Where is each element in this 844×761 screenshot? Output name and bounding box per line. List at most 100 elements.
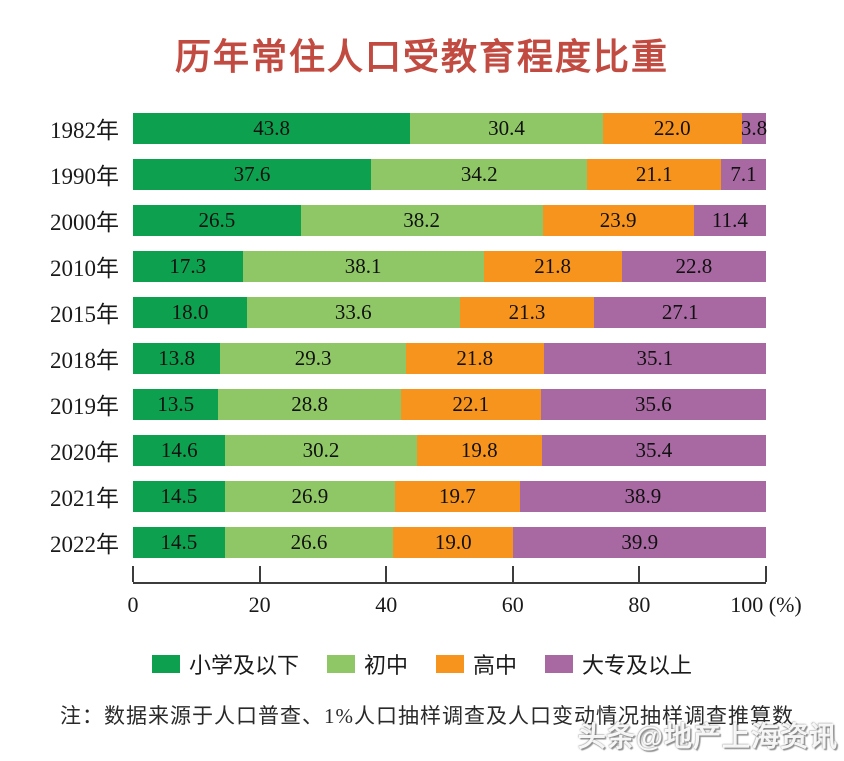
bar-segment-series-0: 17.3 — [133, 250, 243, 282]
segment-value: 23.9 — [599, 207, 637, 232]
stacked-bar: 14.5 26.6 19.0 39.9 — [133, 526, 766, 558]
year-label: 2019年 — [50, 394, 119, 419]
segment-value: 21.3 — [508, 299, 546, 324]
bar-row: 1982年 43.8 30.4 22.0 3.8 — [0, 105, 844, 151]
stacked-bar: 18.0 33.6 21.3 27.1 — [133, 296, 766, 328]
stacked-bar-chart: 1982年 43.8 30.4 22.0 3.8 1990年 37.6 34.2 21.1 7.1… — [0, 105, 844, 680]
bar-segment-series-2: 21.8 — [405, 342, 544, 374]
segment-value: 22.8 — [675, 253, 713, 278]
bar-row: 2010年 17.3 38.1 21.8 22.8 — [0, 243, 844, 289]
segment-value: 28.8 — [291, 391, 328, 416]
year-label: 2018年 — [50, 348, 119, 373]
year-label: 2010年 — [50, 256, 119, 281]
segment-value: 26.6 — [290, 529, 328, 554]
bar-segment-series-2: 22.1 — [400, 388, 541, 420]
segment-value: 38.1 — [344, 253, 382, 278]
segment-value: 35.1 — [636, 345, 674, 370]
segment-value: 19.7 — [439, 483, 476, 508]
bar-row: 2019年 13.5 28.8 22.1 35.6 — [0, 381, 844, 427]
axis-tick — [132, 566, 134, 582]
bar-segment-series-2: 23.9 — [542, 204, 694, 236]
bar-segment-series-2: 19.0 — [393, 526, 514, 558]
bar-segment-series-0: 26.5 — [133, 204, 301, 236]
bar-segment-series-3: 35.1 — [543, 342, 766, 374]
bar-segment-series-3: 35.6 — [540, 388, 766, 420]
axis-tick — [511, 566, 514, 582]
segment-value: 27.1 — [661, 299, 699, 324]
bar-segment-series-1: 26.6 — [224, 526, 394, 558]
segment-value: 18.0 — [171, 299, 209, 324]
segment-value: 14.5 — [160, 483, 198, 508]
bar-segment-series-1: 30.2 — [225, 434, 417, 466]
footnote: 注：数据来源于人口普查、1%人口抽样调查及人口变动情况抽样调查推算数 — [60, 704, 794, 728]
x-axis-labels: 0 20 40 60 80 100 (%) — [128, 584, 802, 618]
segment-value: 26.9 — [291, 483, 329, 508]
bar-segment-series-0: 14.5 — [133, 480, 225, 512]
axis-tick — [638, 566, 641, 582]
bar-segment-series-3: 39.9 — [513, 526, 766, 558]
bar-segment-series-3: 11.4 — [693, 204, 766, 236]
segment-value: 14.6 — [160, 437, 198, 462]
segment-value: 13.5 — [157, 391, 195, 416]
bar-segment-series-1: 30.4 — [410, 112, 603, 144]
legend-swatch-icon — [545, 655, 574, 673]
legend-label: 初中 — [363, 653, 408, 678]
axis-tick — [765, 566, 767, 582]
bar-segment-series-3: 22.8 — [621, 250, 766, 282]
bar-row: 2015年 18.0 33.6 21.3 27.1 — [0, 289, 844, 335]
bar-segment-series-0: 14.6 — [133, 434, 226, 466]
bar-segment-series-1: 38.1 — [242, 250, 484, 282]
segment-value: 38.2 — [403, 207, 440, 232]
legend-swatch-icon — [151, 655, 180, 673]
axis-tick-label: 60 — [501, 592, 524, 617]
bar-segment-series-2: 22.0 — [602, 112, 742, 144]
legend-item-0: 小学及以下 — [151, 648, 299, 680]
segment-value: 22.1 — [452, 391, 490, 416]
segment-value: 21.8 — [456, 345, 494, 370]
legend-label: 大专及以上 — [582, 653, 693, 678]
legend-item-3: 大专及以上 — [545, 648, 692, 680]
bar-segment-series-3: 35.4 — [541, 434, 766, 466]
year-label: 2022年 — [50, 532, 119, 557]
bar-segment-series-1: 29.3 — [220, 342, 406, 374]
x-axis — [132, 565, 767, 584]
bar-segment-series-0: 14.5 — [133, 526, 225, 558]
segment-value: 17.3 — [169, 253, 207, 278]
legend-item-1: 初中 — [326, 648, 408, 680]
year-label: 2000年 — [50, 210, 119, 235]
legend-item-2: 高中 — [436, 648, 517, 680]
bar-row: 2021年 14.5 26.9 19.7 38.9 — [0, 473, 844, 519]
segment-value: 13.8 — [158, 345, 196, 370]
year-label: 2021年 — [50, 486, 119, 511]
axis-tick-label: 100 (%) — [730, 592, 802, 617]
year-label: 1990年 — [50, 164, 119, 189]
bar-segment-series-3: 3.8 — [741, 112, 767, 144]
segment-value: 11.4 — [711, 207, 748, 232]
segment-value: 30.4 — [488, 115, 525, 140]
bar-segment-series-0: 43.8 — [133, 112, 411, 144]
segment-value: 39.9 — [621, 529, 659, 554]
bar-segment-series-0: 18.0 — [133, 296, 247, 328]
stacked-bar: 17.3 38.1 21.8 22.8 — [133, 250, 766, 282]
bar-segment-series-0: 13.5 — [133, 388, 219, 420]
year-label: 1982年 — [50, 118, 119, 143]
bar-row: 1990年 37.6 34.2 21.1 7.1 — [0, 151, 844, 197]
segment-value: 21.8 — [534, 253, 572, 278]
segment-value: 35.4 — [635, 437, 673, 462]
segment-value: 21.1 — [635, 161, 673, 186]
bar-segment-series-0: 37.6 — [133, 158, 371, 190]
chart-title: 历年常住人口受教育程度比重 — [174, 36, 669, 77]
segment-value: 14.5 — [160, 529, 198, 554]
stacked-bar: 43.8 30.4 22.0 3.8 — [133, 112, 767, 144]
bar-segment-series-1: 33.6 — [246, 296, 460, 328]
bar-row: 2020年 14.6 30.2 19.8 35.4 — [0, 427, 844, 473]
bar-segment-series-1: 38.2 — [300, 204, 543, 236]
legend-label: 小学及以下 — [188, 653, 299, 678]
bar-segment-series-2: 19.8 — [416, 434, 542, 466]
segment-value: 19.8 — [460, 437, 498, 462]
bar-segment-series-1: 34.2 — [371, 158, 588, 190]
bar-segment-series-2: 21.1 — [587, 158, 722, 190]
stacked-bar: 14.6 30.2 19.8 35.4 — [133, 434, 766, 466]
bar-row: 2018年 13.8 29.3 21.8 35.1 — [0, 335, 844, 381]
